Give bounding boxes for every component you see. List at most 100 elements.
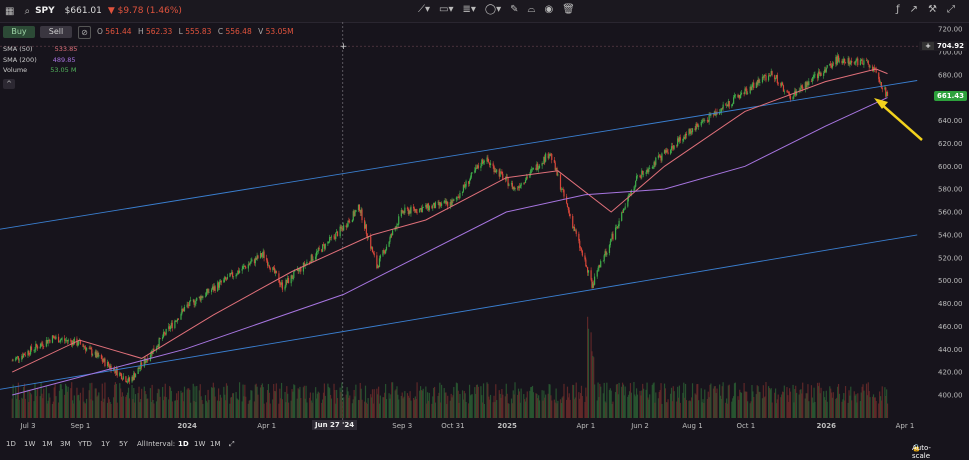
range-button-1w[interactable]: 1W [24,440,36,448]
volume-bar [663,383,666,418]
hide-icon[interactable]: ⊘ [78,26,91,39]
candle-body [720,108,722,112]
legend-volume[interactable]: Volume 53.05 M [3,66,77,74]
volume-bar [627,396,629,418]
candle-body [64,340,67,342]
volume-bar [581,395,583,418]
volume-bar [422,388,424,418]
range-button-1y[interactable]: 1Y [101,440,110,448]
interval-button-1d[interactable]: 1D [178,440,189,448]
volume-bar [468,403,470,418]
pen-tool-icon[interactable]: ✎ [510,4,519,15]
volume-bar [566,399,568,418]
candle-body [690,131,692,134]
volume-bar [702,399,704,418]
candle-body [392,230,394,236]
volume-bar [127,387,130,418]
volume-bar [159,396,161,418]
collapse-legend-icon[interactable]: ^ [3,79,15,89]
candle-body [689,129,691,134]
candle-body [224,277,227,280]
volume-bar [358,400,360,418]
volume-bar [410,400,412,418]
buy-button[interactable]: Buy [3,26,35,38]
candle-body [169,326,172,330]
volume-bar [192,383,194,418]
volume-bar [496,400,498,418]
volume-bar [688,400,690,418]
volume-bar [719,384,721,418]
range-button-3m[interactable]: 3M [60,440,71,448]
candle-body [159,338,161,339]
candle-body [243,266,245,267]
eye-icon[interactable]: ◉ [544,4,554,15]
rectangle-tool-icon[interactable]: ▭▾ [439,4,454,15]
volume-bar [561,397,563,418]
ticker-symbol[interactable]: SPY [35,6,55,16]
candle-body [370,236,372,249]
legend-sma200[interactable]: SMA (200) 489.85 [3,56,76,64]
candle-body [757,79,759,85]
fullscreen-icon[interactable]: ⤢ [229,440,235,448]
trash-icon[interactable]: 🗑 [562,4,575,15]
candle-body [311,254,313,261]
tools-icon[interactable]: ⚒ [928,4,937,15]
autoscale-toggle[interactable]: Auto-scale [912,444,931,460]
candle-body [872,67,875,71]
volume-bar [238,400,240,418]
candle-body [461,191,464,193]
candle-body [231,272,234,277]
volume-bar [488,396,490,418]
volume-bar [385,384,387,418]
candle-body [85,347,87,351]
candle-body [560,189,562,191]
legend-sma50[interactable]: SMA (50) 533.85 [3,45,78,53]
range-button-1d[interactable]: 1D [6,440,16,448]
candle-body [127,377,130,382]
expand-icon[interactable]: ⤢ [947,4,955,15]
candle-body [433,202,435,206]
candle-body [771,71,773,76]
search-icon[interactable]: ⌕ [24,5,31,17]
sell-button[interactable]: Sell [40,26,72,38]
candle-body [659,155,661,157]
candle-body [605,251,607,255]
grid-icon[interactable]: ▦ [5,5,15,17]
range-button-ytd[interactable]: YTD [78,440,92,448]
candle-body [343,225,345,231]
ellipse-tool-icon[interactable]: ◯▾ [484,4,502,15]
volume-bar [115,383,117,418]
compare-icon[interactable]: ↗ [909,4,919,15]
volume-bar [322,399,324,418]
candle-body [165,328,167,335]
volume-bar [385,399,388,418]
candle-body [856,58,858,61]
time-tick-label: Sep 3 [392,422,412,430]
candle-body [642,173,645,175]
candle-body [391,234,393,236]
volume-bar [305,385,307,418]
candle-body [727,101,729,107]
volume-bar [89,383,91,418]
volume-bar [23,386,25,418]
magnet-icon[interactable]: ⌓ [527,4,536,15]
range-button-all[interactable]: All [137,440,146,448]
volume-bar [409,391,411,418]
volume-bar [131,384,133,418]
candle-body [683,137,685,140]
interval-button-1w[interactable]: 1W [194,440,206,448]
interval-button-1m[interactable]: 1M [210,440,221,448]
volume-bar [175,400,177,418]
candle-body [746,88,748,94]
indicator-icon[interactable]: ƒ [896,4,900,15]
range-button-1m[interactable]: 1M [42,440,53,448]
volume-bar [163,396,165,418]
fib-tool-icon[interactable]: ≣▾ [462,4,476,15]
candle-body [354,211,356,216]
range-button-5y[interactable]: 5Y [119,440,128,448]
candle-body [459,192,461,198]
trendline-tool-icon[interactable]: ⟋▾ [418,4,431,15]
volume-bar [52,401,54,418]
volume-bar [867,382,869,418]
